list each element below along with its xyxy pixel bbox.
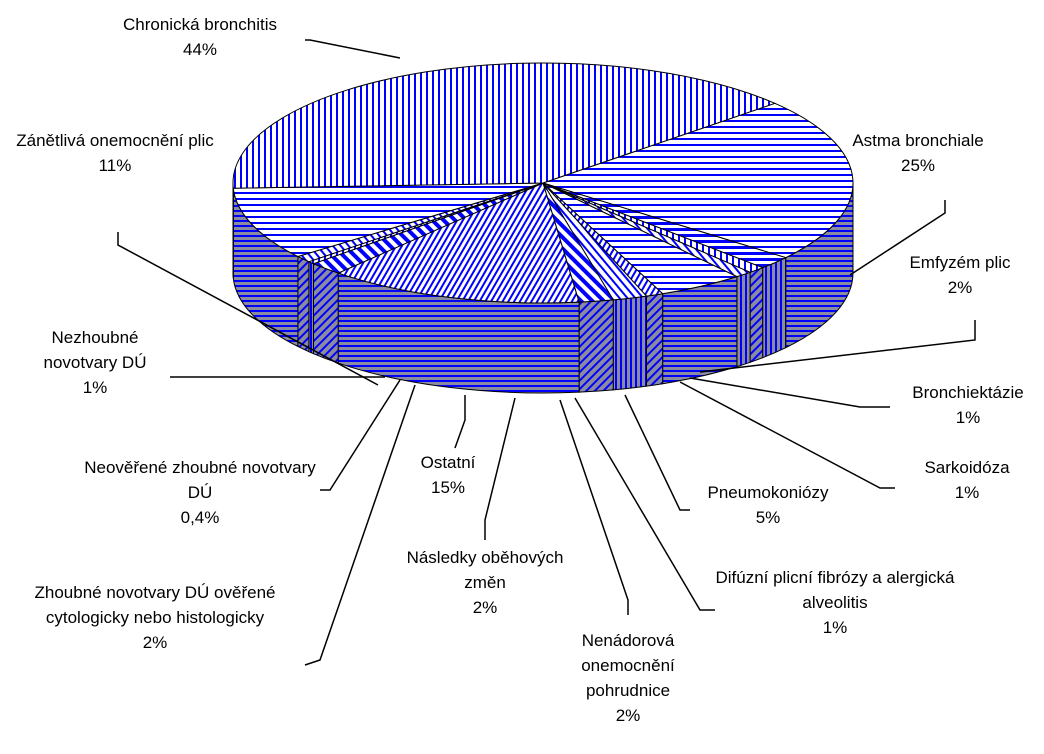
category-label: Následky oběhových změn: [406, 548, 564, 592]
value-label: 2%: [615, 706, 641, 725]
leader-line: [699, 320, 976, 373]
value-label: 2%: [472, 598, 498, 617]
leader-line: [679, 381, 895, 489]
slice-label: Difúzní plicní fibrózy a alergická alveo…: [710, 565, 960, 640]
slice-label: Sarkoidóza 1%: [902, 455, 1032, 505]
leader-line: [305, 39, 401, 59]
slice-label: Nezhoubné novotvary DÚ 1%: [15, 325, 175, 400]
value-label: 1%: [82, 378, 108, 397]
slice-label: Neověřené zhoubné novotvary DÚ 0,4%: [75, 455, 325, 530]
pie-side: [308, 260, 314, 355]
slice-label: Bronchiektázie 1%: [893, 380, 1043, 430]
leader-line: [484, 397, 516, 540]
pie-slice: [232, 182, 544, 258]
value-label: 11%: [98, 156, 132, 175]
value-label: 25%: [900, 156, 936, 175]
leader-line: [320, 379, 401, 491]
category-label: Zánětlivá onemocnění plic: [16, 131, 214, 150]
category-label: Bronchiektázie: [912, 383, 1024, 402]
value-label: 1%: [955, 408, 981, 427]
category-label: Nenádorová onemocnění pohrudnice: [581, 631, 675, 700]
slice-label: Astma bronchiale 25%: [833, 128, 1003, 178]
pie-side: [645, 293, 664, 387]
category-label: Zhoubné novotvary DÚ ověřené cytologicky…: [34, 583, 276, 627]
leader-line: [574, 397, 715, 611]
category-label: Difúzní plicní fibrózy a alergická alveo…: [715, 568, 955, 612]
pie-slice: [232, 62, 777, 189]
category-label: Pneumokoniózy: [707, 483, 829, 502]
pie-slice: [336, 182, 580, 304]
category-label: Sarkoidóza: [924, 458, 1010, 477]
category-label: Emfyzém plic: [909, 253, 1011, 272]
value-label: 1%: [954, 483, 980, 502]
slice-label: Zánětlivá onemocnění plic 11%: [0, 128, 230, 178]
value-label: 1%: [822, 618, 848, 637]
pie-side: [297, 255, 310, 353]
leader-line: [304, 384, 416, 666]
leader-line: [849, 200, 946, 276]
value-label: 2%: [947, 278, 973, 297]
category-label: Astma bronchiale: [852, 131, 984, 150]
category-label: Ostatní: [420, 453, 476, 472]
slice-label: Emfyzém plic 2%: [900, 250, 1020, 300]
leader-line: [559, 399, 629, 615]
leader-line: [689, 377, 890, 408]
category-label: Chronická bronchitis: [122, 15, 277, 34]
slice-label: Nenádorová onemocnění pohrudnice 2%: [563, 628, 693, 728]
leader-line: [117, 232, 379, 386]
value-label: 0,4%: [180, 508, 220, 527]
value-label: 2%: [142, 633, 168, 652]
pie-side: [312, 262, 339, 364]
pie-side: [578, 299, 614, 393]
leader-line: [624, 394, 690, 511]
slice-label: Následky oběhových změn 2%: [385, 545, 585, 620]
slice-label: Ostatní 15%: [398, 450, 498, 500]
value-label: 15%: [430, 478, 466, 497]
slice-label: Zhoubné novotvary DÚ ověřené cytologicky…: [5, 580, 305, 655]
pie-side: [736, 271, 751, 368]
pie-slice: [541, 102, 854, 259]
pie-side: [612, 295, 647, 391]
slice-label: Chronická bronchitis 44%: [85, 12, 315, 62]
pie-side: [749, 266, 764, 363]
category-label: Neověřené zhoubné novotvary DÚ: [84, 458, 316, 502]
pie-side: [662, 275, 738, 385]
category-label: Nezhoubné novotvary DÚ: [43, 328, 147, 372]
value-label: 5%: [755, 508, 781, 527]
slice-label: Pneumokoniózy 5%: [688, 480, 848, 530]
pie-side: [762, 256, 787, 359]
leader-line: [454, 395, 466, 449]
value-label: 44%: [182, 40, 218, 59]
